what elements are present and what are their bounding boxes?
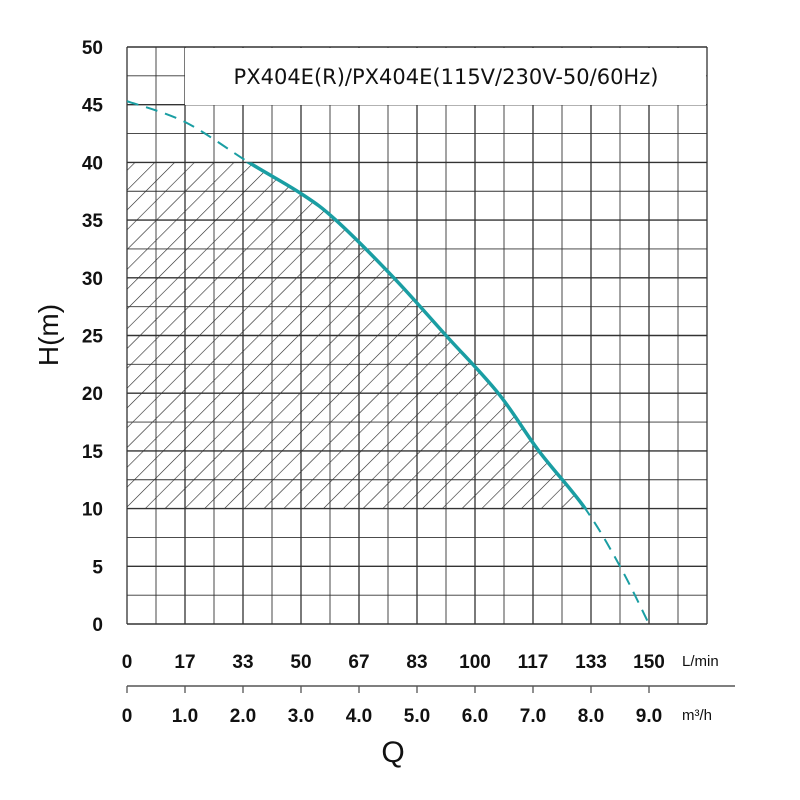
y-tick-label: 20 [82, 384, 103, 405]
x-unit-lmin: L/min [682, 653, 719, 670]
y-tick-label: 40 [82, 153, 103, 174]
x-tick-label-m3h: 4.0 [346, 706, 372, 727]
x-tick-label-lmin: 50 [290, 652, 311, 673]
x-tick-label-m3h: 8.0 [578, 706, 604, 727]
x-tick-label-lmin: 0 [122, 652, 133, 673]
y-tick-label: 45 [82, 96, 104, 117]
x-tick-label-m3h: 3.0 [288, 706, 314, 727]
x-tick-label-m3h: 9.0 [636, 706, 662, 727]
x-unit-m3h: m³/h [682, 707, 712, 724]
x-tick-label-lmin: 67 [348, 652, 369, 673]
y-tick-label: 5 [92, 557, 103, 578]
x-tick-label-lmin: 33 [232, 652, 253, 673]
x-tick-label-lmin: 150 [633, 652, 665, 673]
y-tick-label: 25 [82, 327, 104, 348]
title-box [185, 48, 706, 105]
curve-operating-solid [245, 162, 588, 509]
x-tick-label-m3h: 5.0 [404, 706, 430, 727]
x-tick-label-m3h: 2.0 [230, 706, 256, 727]
x-tick-label-m3h: 7.0 [520, 706, 546, 727]
x-axis-label: Q [381, 736, 404, 769]
y-tick-label: 50 [82, 38, 103, 59]
y-tick-label: 0 [92, 615, 103, 636]
y-tick-label: 10 [82, 500, 103, 521]
y-tick-label: 30 [82, 269, 103, 290]
chart-title: PX404E(R)/PX404E(115V/230V-50/60Hz) [234, 65, 659, 89]
x-tick-label-lmin: 100 [459, 652, 491, 673]
y-axis-label: H(m) [33, 304, 64, 366]
x-tick-label-m3h: 1.0 [172, 706, 198, 727]
x-tick-label-lmin: 17 [174, 652, 195, 673]
x-tick-label-lmin: 117 [518, 652, 549, 673]
x-tick-label-lmin: 133 [575, 652, 607, 673]
x-tick-label-m3h: 0 [122, 706, 133, 727]
x-tick-label-lmin: 83 [406, 652, 427, 673]
y-tick-label: 15 [82, 442, 104, 463]
y-tick-label: 35 [82, 211, 104, 232]
x-tick-label-m3h: 6.0 [462, 706, 488, 727]
